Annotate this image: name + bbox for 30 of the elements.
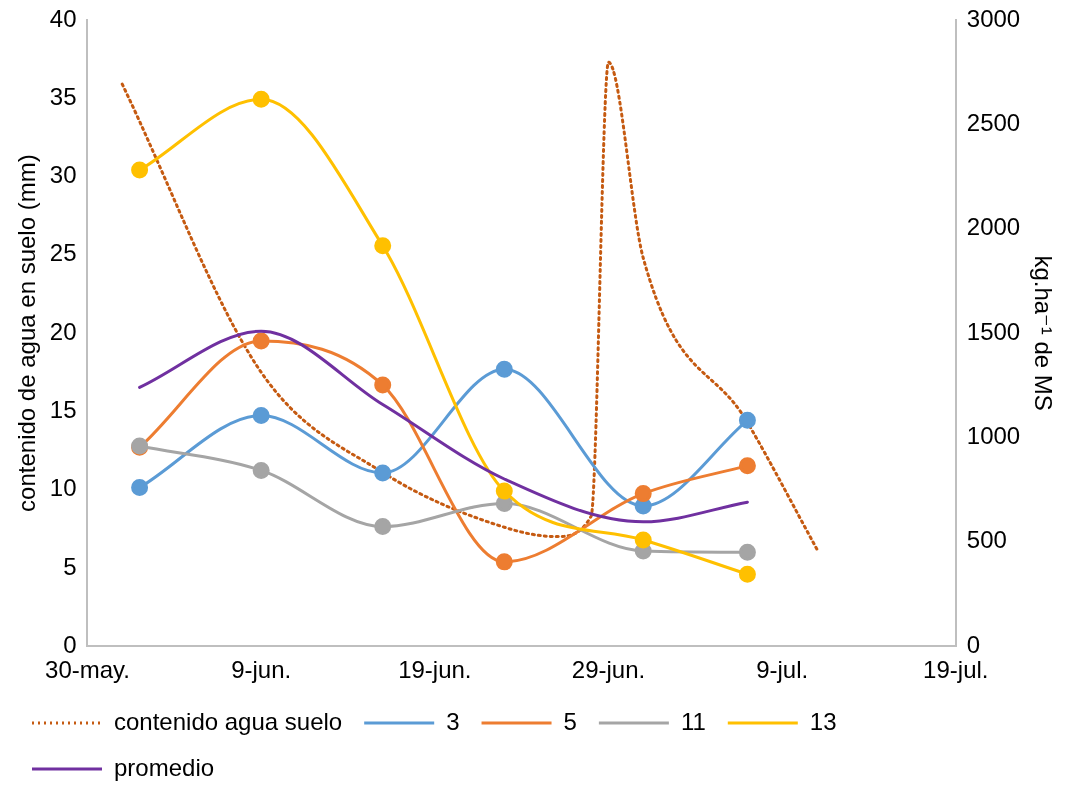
x-tick-label: 19-jul. [923, 656, 989, 684]
legend-label: 13 [809, 707, 837, 735]
x-tick-label: 9-jun. [231, 656, 292, 684]
y2-tick-label: 2000 [966, 213, 1021, 241]
y-tick-label: 10 [49, 474, 77, 502]
y-tick-label: 25 [49, 239, 77, 267]
x-tick-label: 30-may. [45, 656, 130, 684]
legend-label: 11 [680, 707, 706, 735]
x-tick-label: 19-jun. [398, 656, 472, 684]
y2-tick-label: 1000 [966, 422, 1021, 450]
x-tick-label: 9-jul. [756, 656, 809, 684]
legend-label: 3 [446, 707, 460, 735]
y-axis-title: contenido de agua en suelo (mm) [13, 154, 41, 512]
y2-axis-title: kg.ha⁻¹ de MS [1029, 255, 1057, 411]
y-tick-label: 35 [49, 82, 77, 110]
y2-tick-label: 1500 [966, 317, 1021, 345]
y-tick-label: 0 [63, 630, 77, 658]
y-tick-label: 40 [49, 4, 77, 32]
y-tick-label: 30 [49, 161, 77, 189]
y-tick-label: 20 [49, 317, 77, 345]
y2-tick-label: 3000 [966, 4, 1021, 32]
y2-tick-label: 500 [966, 526, 1007, 554]
y-tick-label: 15 [49, 396, 77, 423]
legend-label: promedio [114, 753, 215, 781]
x-tick-label: 29-jun. [571, 656, 646, 684]
legend-label: contenido agua suelo [114, 707, 343, 735]
y2-tick-label: 0 [966, 630, 981, 658]
legend-label: 5 [563, 707, 577, 735]
y2-tick-label: 2500 [966, 108, 1021, 136]
y-tick-label: 5 [63, 552, 77, 580]
